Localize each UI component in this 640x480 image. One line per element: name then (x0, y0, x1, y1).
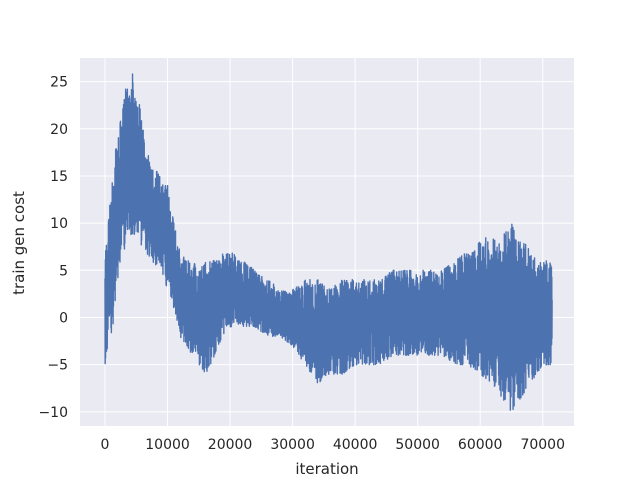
y-tick-label: 5 (59, 263, 68, 279)
y-tick-label: 15 (50, 169, 68, 185)
y-tick-label: −5 (47, 358, 68, 374)
x-tick-label: 20000 (208, 437, 253, 453)
x-tick-label: 30000 (270, 437, 315, 453)
y-tick-label: 25 (50, 75, 68, 91)
y-tick-labels: −10 −5 0 5 10 15 20 25 (38, 75, 68, 421)
y-tick-label: 0 (59, 310, 68, 326)
y-tick-label: 20 (50, 122, 68, 138)
y-tick-label: 10 (50, 216, 68, 232)
x-axis-label: iteration (295, 460, 358, 478)
series-line (104, 73, 553, 411)
x-tick-label: 10000 (145, 437, 190, 453)
x-tick-label: 0 (101, 437, 110, 453)
x-tick-label: 70000 (520, 437, 565, 453)
series-group (104, 73, 553, 411)
y-axis-label: train gen cost (10, 191, 28, 295)
x-tick-label: 60000 (458, 437, 503, 453)
y-tick-label: −10 (38, 405, 68, 421)
x-tick-label: 40000 (333, 437, 378, 453)
x-tick-labels: 0 10000 20000 30000 40000 50000 60000 70000 (101, 437, 565, 453)
x-tick-label: 50000 (395, 437, 440, 453)
